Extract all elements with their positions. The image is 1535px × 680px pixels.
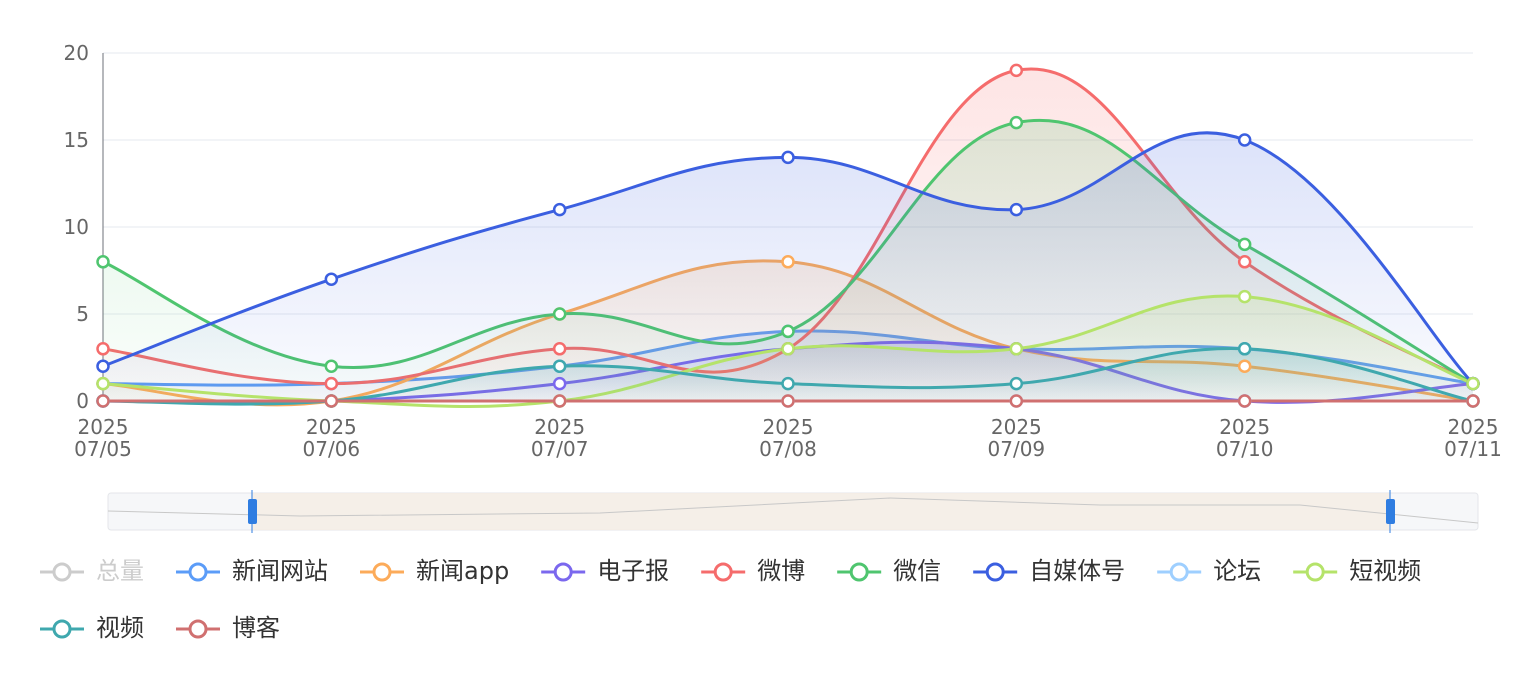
zoom-window	[252, 493, 1390, 530]
data-zoom[interactable]	[107, 490, 1479, 533]
data-point	[96, 376, 110, 391]
legend-item[interactable]: 总量	[40, 557, 144, 585]
data-point	[1237, 394, 1252, 408]
data-point	[324, 394, 339, 408]
series-points	[96, 63, 1480, 408]
legend-item[interactable]: 视频	[40, 614, 144, 642]
legend-item[interactable]: 电子报	[541, 557, 669, 585]
legend-label: 新闻网站	[232, 557, 328, 585]
data-point	[96, 255, 110, 269]
legend-item[interactable]: 新闻app	[360, 557, 509, 585]
data-point	[552, 307, 567, 321]
data-point	[1237, 359, 1252, 373]
data-point	[1237, 133, 1252, 147]
legend-item[interactable]: 新闻网站	[176, 557, 328, 585]
x-tick-label: 2025 07/09	[988, 415, 1046, 461]
data-point	[1009, 63, 1024, 78]
data-point	[96, 342, 110, 356]
data-point	[552, 394, 567, 408]
zoom-handle[interactable]	[248, 499, 257, 524]
data-point	[1009, 342, 1024, 356]
x-tick-label: 2025 07/11	[1444, 415, 1502, 461]
y-tick-label: 10	[64, 215, 89, 239]
zoom-preview	[107, 497, 1479, 524]
data-point	[781, 376, 795, 391]
data-point	[552, 202, 567, 217]
legend-icon	[849, 562, 869, 582]
data-point	[1009, 115, 1024, 130]
data-point	[781, 342, 795, 356]
legend-icon	[52, 562, 72, 582]
legend-label: 电子报	[597, 557, 669, 585]
data-point	[324, 376, 339, 391]
y-tick-label: 15	[64, 128, 89, 152]
legend-icon	[553, 562, 573, 582]
data-point	[1237, 289, 1252, 304]
data-point	[552, 359, 567, 373]
data-point	[1009, 376, 1024, 391]
data-point	[1466, 376, 1480, 391]
legend-icon	[985, 562, 1005, 582]
legend-icon	[188, 619, 208, 639]
data-point	[96, 394, 110, 408]
legend-label: 微信	[893, 557, 941, 585]
legend-label: 短视频	[1349, 557, 1421, 585]
data-point	[1009, 394, 1024, 408]
legend-item[interactable]: 微信	[837, 557, 941, 585]
legend-icon	[1169, 562, 1189, 582]
legend-item[interactable]: 微博	[701, 557, 805, 585]
series-lines	[102, 67, 1475, 409]
data-point	[1237, 255, 1252, 269]
data-point	[781, 150, 795, 165]
y-tick-label: 5	[76, 302, 89, 326]
data-point	[1009, 202, 1024, 217]
data-point	[781, 394, 795, 408]
x-tick-label: 2025 07/10	[1216, 415, 1274, 461]
data-point	[96, 359, 110, 373]
legend-item[interactable]: 论坛	[1157, 557, 1261, 585]
legend-label: 总量	[96, 557, 144, 585]
legend-item[interactable]: 短视频	[1293, 557, 1421, 585]
legend-item[interactable]: 自媒体号	[973, 557, 1125, 585]
legend-icon	[188, 562, 208, 582]
legend-icon	[52, 619, 72, 639]
data-point	[552, 342, 567, 356]
data-point	[1237, 342, 1252, 356]
x-tick-label: 2025 07/06	[303, 415, 361, 461]
x-tick-label: 2025 07/05	[74, 415, 132, 461]
zoom-handle[interactable]	[1386, 499, 1395, 524]
legend-icon	[713, 562, 733, 582]
legend-label: 博客	[232, 614, 280, 642]
legend-label: 视频	[96, 614, 144, 642]
data-point	[1237, 237, 1252, 252]
data-point	[781, 255, 795, 269]
data-point	[781, 324, 795, 339]
legend-label: 自媒体号	[1029, 557, 1125, 585]
y-tick-label: 20	[64, 41, 89, 65]
data-point	[324, 359, 339, 373]
data-point	[324, 272, 339, 286]
legend-label: 论坛	[1213, 557, 1261, 585]
x-tick-label: 2025 07/07	[531, 415, 589, 461]
data-point	[1466, 394, 1480, 408]
x-tick-label: 2025 07/08	[759, 415, 817, 461]
legend-item[interactable]: 博客	[176, 614, 280, 642]
legend-label: 新闻app	[416, 557, 509, 585]
legend-icon	[372, 562, 392, 582]
data-point	[552, 376, 567, 391]
legend-icon	[1305, 562, 1325, 582]
y-tick-label: 0	[76, 389, 89, 413]
legend-label: 微博	[757, 557, 805, 585]
